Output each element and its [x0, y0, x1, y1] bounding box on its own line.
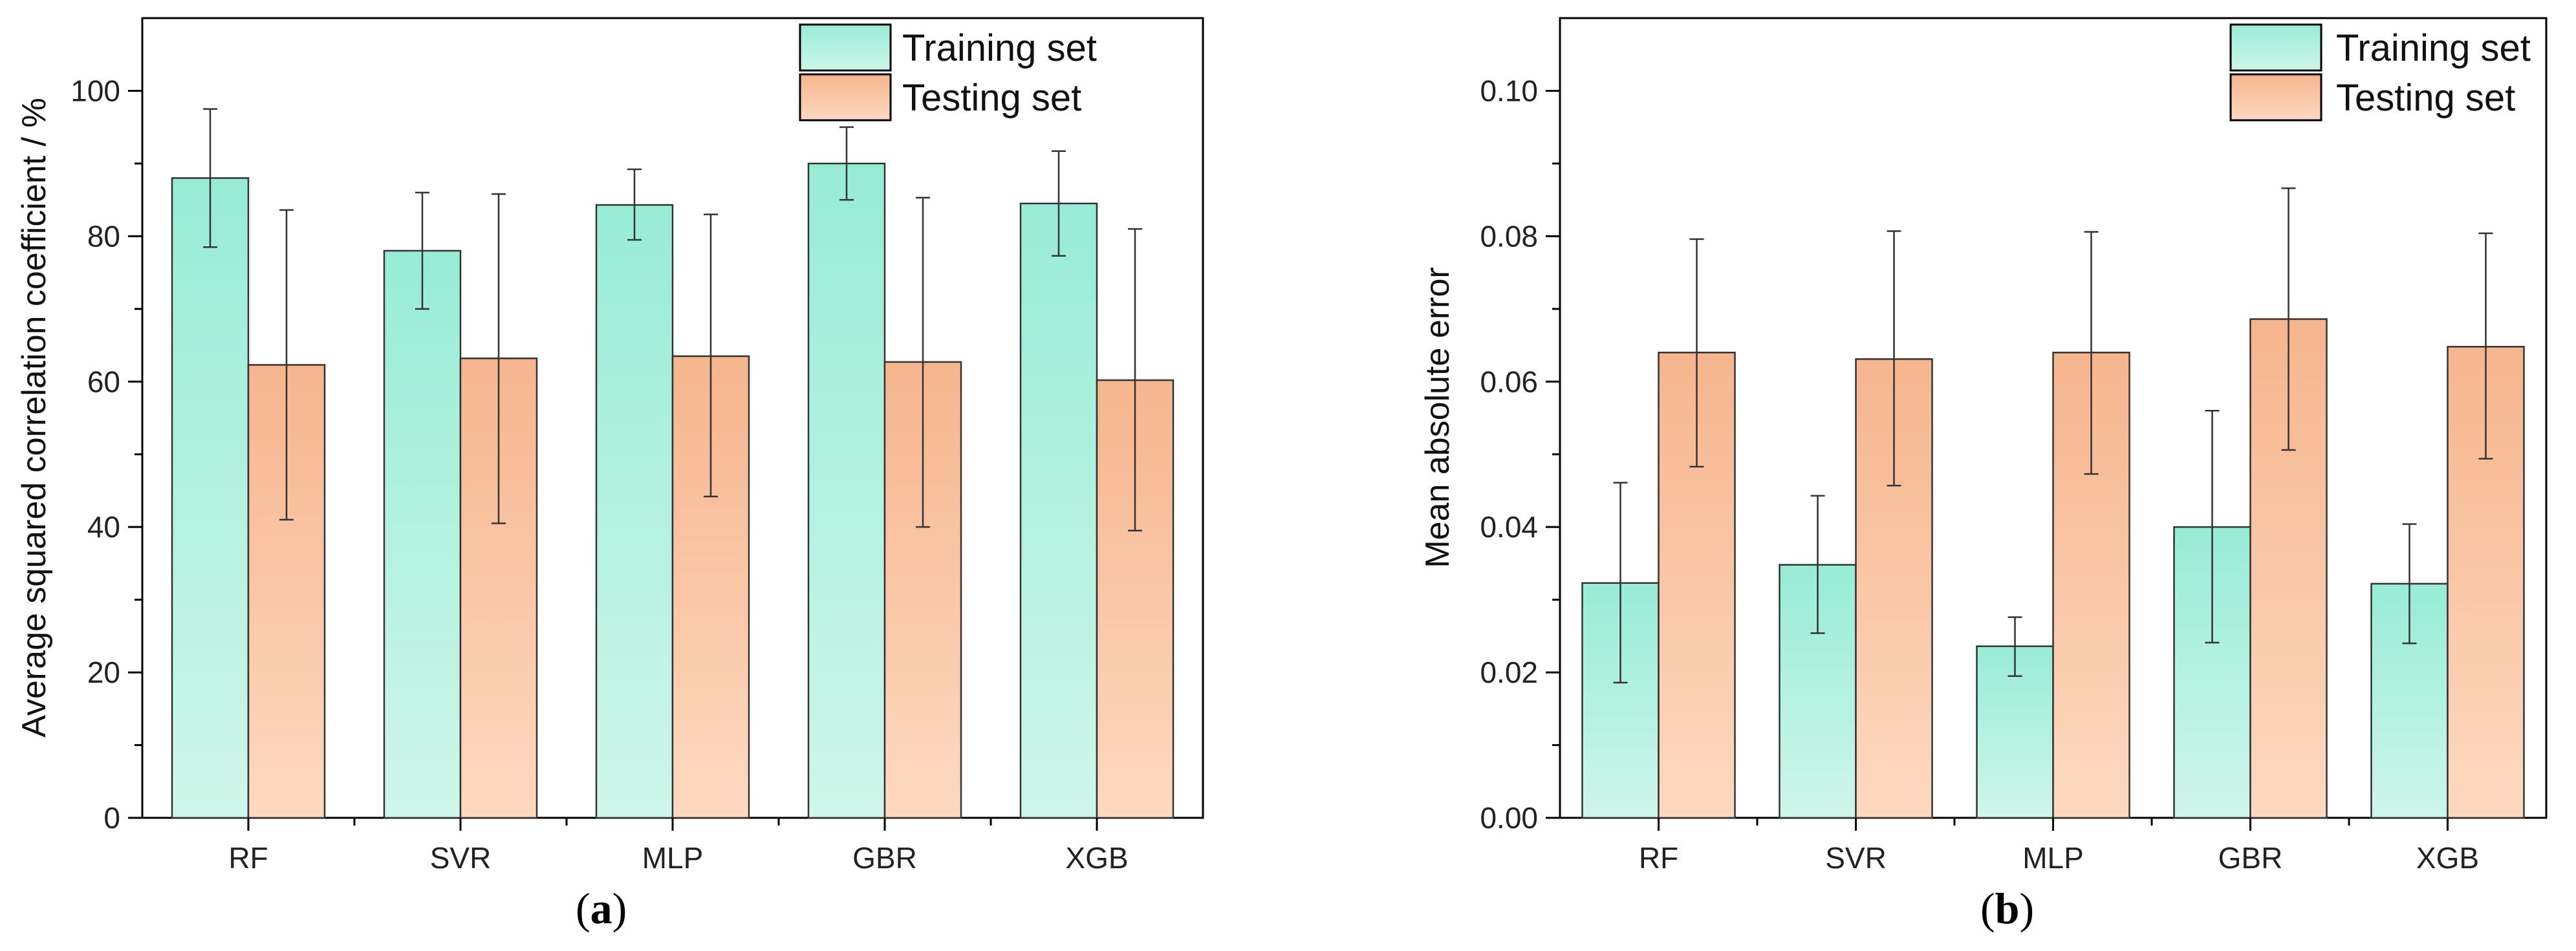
legend-swatch-training	[2229, 23, 2322, 72]
error-bar-training-mlp	[2008, 616, 2022, 677]
chart-panel-a: 0 20 40 60 80 100 RF SVR MLP GBR XGB Average squar…	[16, 17, 1204, 933]
bar-training-xgb	[1019, 202, 1098, 819]
y-tick-label: 80	[87, 219, 120, 253]
y-axis-title: Mean absolute error	[1419, 267, 1456, 568]
error-bar-testing-svr	[492, 193, 506, 524]
error-bar-training-gbr	[2205, 410, 2220, 644]
x-tick-label: RF	[1639, 841, 1678, 875]
legend-swatch-training	[799, 23, 892, 72]
x-tick-label: XGB	[1065, 841, 1128, 875]
error-bar-training-xgb	[2402, 523, 2417, 645]
legend-label-training: Training set	[902, 27, 1097, 69]
bar-training-gbr	[807, 162, 886, 819]
x-tick-label: SVR	[430, 841, 492, 875]
error-bar-training-xgb	[1052, 150, 1066, 257]
y-tick-label: 40	[87, 510, 120, 544]
error-bar-testing-gbr	[2281, 187, 2296, 451]
x-tick-label: MLP	[642, 841, 704, 875]
error-bar-testing-xgb	[1128, 228, 1142, 532]
legend-label-testing: Testing set	[902, 77, 1081, 119]
x-tick-label: RF	[228, 841, 268, 875]
y-tick-label: 0.00	[1480, 801, 1538, 835]
bar-training-mlp	[595, 204, 674, 819]
error-bar-training-svr	[1810, 495, 1825, 634]
error-bar-testing-rf	[279, 209, 294, 521]
error-bar-testing-xgb	[2478, 232, 2493, 460]
x-tick-label: GBR	[852, 841, 917, 875]
error-bar-testing-rf	[1689, 238, 1704, 468]
bar-training-svr	[383, 250, 462, 819]
error-bar-testing-gbr	[916, 197, 930, 528]
legend-swatch-testing	[2229, 73, 2322, 122]
chart-panel-b: 0.00 0.02 0.04 0.06 0.08 0.10 RF SVR MLP GBR XGB M…	[1419, 17, 2548, 933]
error-bar-testing-mlp	[2084, 231, 2099, 475]
x-tick-label: XGB	[2416, 841, 2479, 875]
error-bar-training-svr	[415, 191, 429, 310]
y-tick-label: 20	[87, 656, 120, 689]
y-tick-label: 0.06	[1480, 365, 1538, 398]
bar-training-rf	[171, 177, 250, 819]
y-tick-label: 0.04	[1480, 510, 1538, 544]
legend: Training set Testing set	[2229, 23, 2531, 122]
error-bar-testing-mlp	[704, 213, 718, 498]
error-bar-training-gbr	[839, 126, 854, 201]
y-tick-label: 0.02	[1480, 656, 1538, 689]
error-bar-training-rf	[203, 108, 217, 248]
panel-label: (b)	[1980, 884, 2034, 933]
legend: Training set Testing set	[799, 23, 1097, 122]
y-tick-label: 100	[70, 74, 120, 107]
y-tick-label: 0.08	[1480, 219, 1538, 253]
y-tick-label: 0	[103, 801, 120, 835]
error-bar-testing-svr	[1887, 230, 1901, 487]
legend-swatch-testing	[799, 73, 892, 122]
legend-label-testing: Testing set	[2336, 77, 2515, 119]
x-tick-label: SVR	[1825, 841, 1887, 875]
x-tick-label: GBR	[2218, 841, 2283, 875]
y-tick-label: 0.10	[1480, 74, 1538, 107]
legend-label-training: Training set	[2336, 27, 2531, 69]
panel-label: (a)	[576, 884, 627, 933]
y-axis-title: Average squared correlation coefficient …	[16, 98, 53, 738]
error-bar-training-rf	[1613, 482, 1628, 684]
error-bar-training-mlp	[627, 168, 642, 241]
x-tick-label: MLP	[2022, 841, 2084, 875]
y-tick-label: 60	[87, 365, 120, 398]
